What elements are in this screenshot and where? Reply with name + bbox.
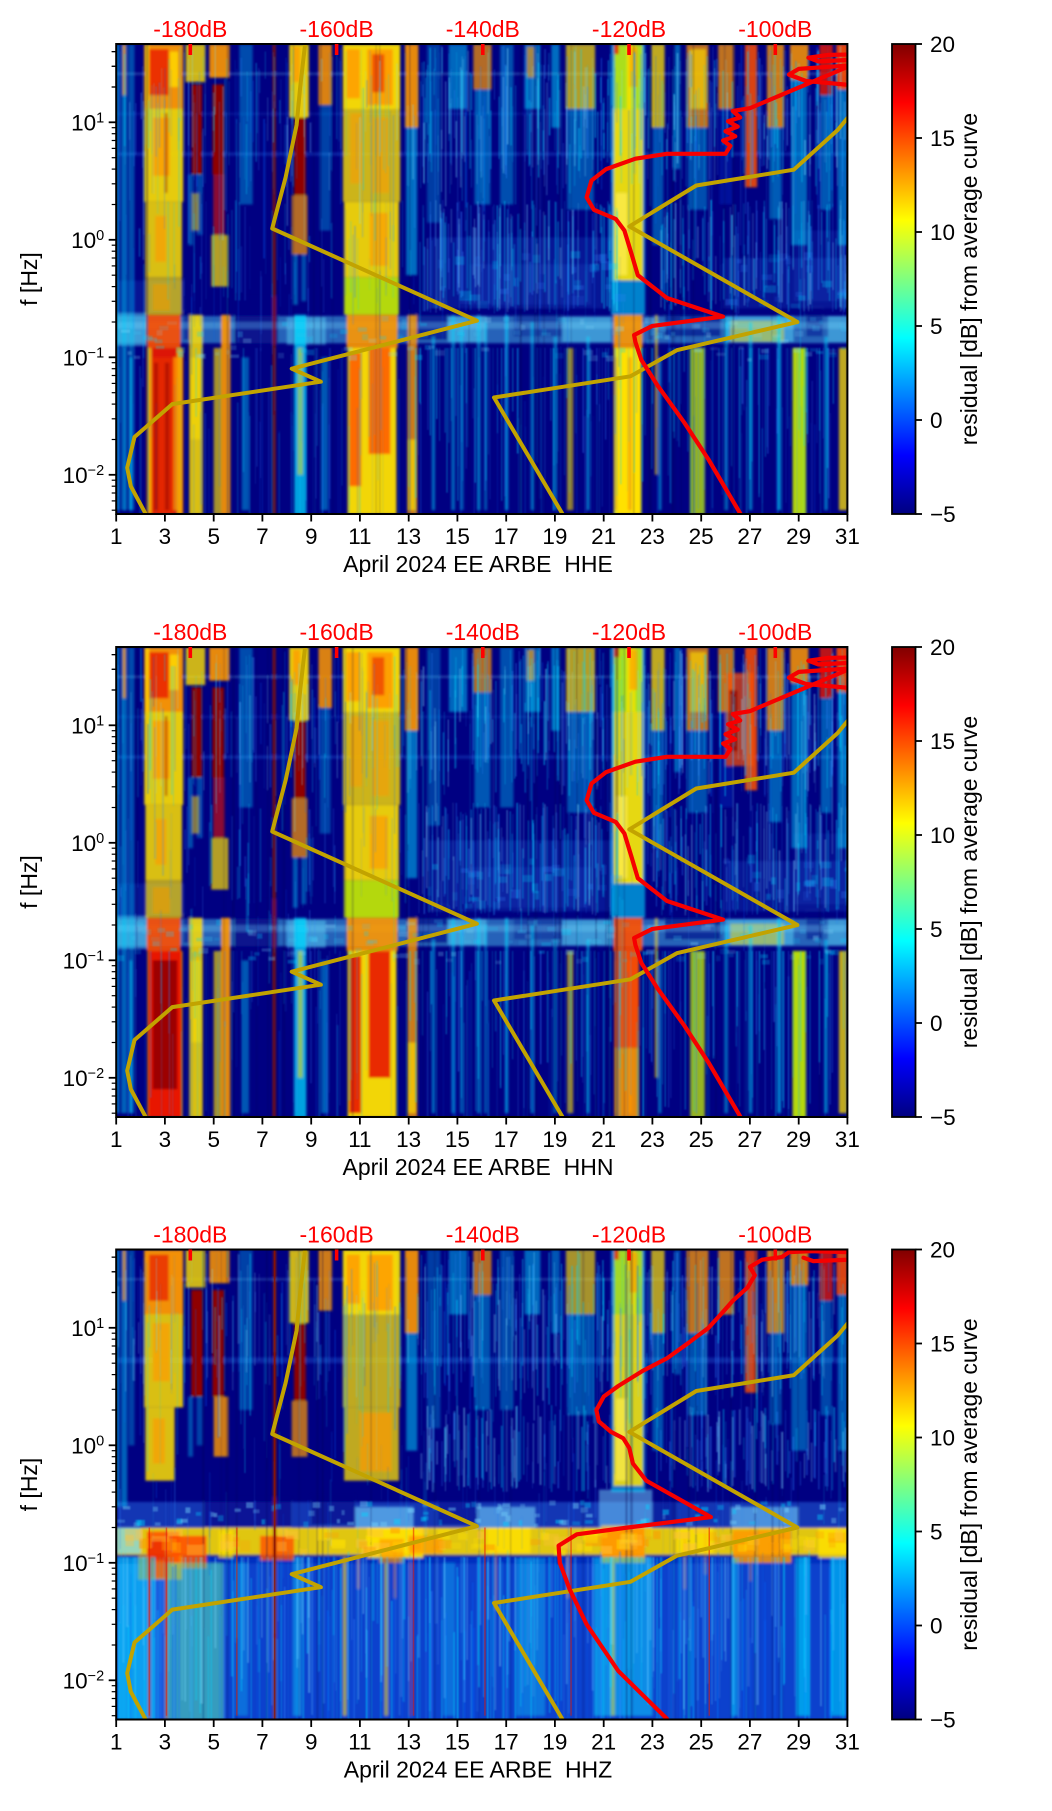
svg-text:-180dB: -180dB: [153, 619, 227, 645]
svg-text:10: 10: [930, 220, 955, 245]
svg-text:15: 15: [445, 524, 470, 549]
svg-text:10: 10: [930, 1426, 955, 1451]
svg-text:13: 13: [396, 1730, 421, 1755]
svg-text:20: 20: [930, 32, 955, 57]
svg-text:April 2024 EE ARBE HHN: April 2024 EE ARBE HHN: [342, 1154, 613, 1180]
svg-text:20: 20: [930, 1238, 955, 1263]
svg-text:11: 11: [348, 1730, 371, 1755]
svg-text:15: 15: [930, 1332, 955, 1357]
svg-text:9: 9: [305, 1730, 318, 1755]
svg-text:23: 23: [640, 1127, 665, 1152]
svg-text:7: 7: [256, 1127, 269, 1152]
svg-text:31: 31: [835, 524, 860, 549]
svg-text:19: 19: [542, 1730, 567, 1755]
svg-text:-140dB: -140dB: [446, 16, 520, 42]
svg-text:10−1: 10−1: [63, 948, 105, 973]
svg-text:1: 1: [110, 1730, 123, 1755]
svg-text:29: 29: [786, 1730, 811, 1755]
svg-text:-160dB: -160dB: [300, 619, 374, 645]
svg-text:-140dB: -140dB: [446, 619, 520, 645]
svg-text:11: 11: [348, 524, 371, 549]
svg-text:-100dB: -100dB: [738, 16, 812, 42]
svg-text:15: 15: [930, 126, 955, 151]
svg-text:5: 5: [207, 1127, 220, 1152]
svg-text:residual [dB] from average cur: residual [dB] from average curve: [956, 716, 982, 1048]
svg-text:f [Hz]: f [Hz]: [16, 1458, 42, 1512]
svg-text:25: 25: [689, 1127, 714, 1152]
svg-text:31: 31: [835, 1730, 860, 1755]
svg-text:-100dB: -100dB: [738, 1222, 812, 1248]
svg-text:15: 15: [445, 1127, 470, 1152]
svg-text:17: 17: [494, 1127, 519, 1152]
svg-text:9: 9: [305, 524, 318, 549]
svg-text:31: 31: [835, 1127, 860, 1152]
svg-text:10: 10: [930, 823, 955, 848]
svg-text:7: 7: [256, 524, 269, 549]
svg-text:1: 1: [110, 524, 123, 549]
svg-text:5: 5: [930, 314, 943, 339]
svg-text:15: 15: [930, 729, 955, 754]
svg-text:3: 3: [159, 1127, 172, 1152]
svg-text:27: 27: [737, 1127, 762, 1152]
svg-text:−5: −5: [930, 1708, 956, 1733]
svg-text:-160dB: -160dB: [300, 16, 374, 42]
svg-text:-180dB: -180dB: [153, 1222, 227, 1248]
svg-text:25: 25: [689, 524, 714, 549]
svg-text:-120dB: -120dB: [592, 1222, 666, 1248]
svg-text:9: 9: [305, 1127, 318, 1152]
svg-text:5: 5: [207, 1730, 220, 1755]
svg-text:−5: −5: [930, 502, 956, 527]
svg-text:−5: −5: [930, 1105, 956, 1130]
svg-text:0: 0: [930, 1614, 943, 1639]
svg-text:13: 13: [396, 524, 421, 549]
svg-text:19: 19: [542, 524, 567, 549]
svg-text:-120dB: -120dB: [592, 619, 666, 645]
svg-text:-100dB: -100dB: [738, 619, 812, 645]
svg-text:23: 23: [640, 1730, 665, 1755]
svg-text:0: 0: [930, 408, 943, 433]
svg-text:-180dB: -180dB: [153, 16, 227, 42]
svg-text:17: 17: [494, 524, 519, 549]
svg-text:25: 25: [689, 1730, 714, 1755]
svg-text:20: 20: [930, 635, 955, 660]
svg-text:f [Hz]: f [Hz]: [16, 855, 42, 909]
svg-text:21: 21: [591, 1730, 616, 1755]
svg-text:15: 15: [445, 1730, 470, 1755]
svg-text:29: 29: [786, 1127, 811, 1152]
svg-text:1: 1: [110, 1127, 123, 1152]
svg-text:13: 13: [396, 1127, 421, 1152]
svg-text:5: 5: [930, 917, 943, 942]
svg-text:21: 21: [591, 524, 616, 549]
svg-text:29: 29: [786, 524, 811, 549]
svg-text:23: 23: [640, 524, 665, 549]
svg-text:April 2024 EE ARBE HHZ: April 2024 EE ARBE HHZ: [344, 1757, 612, 1783]
svg-text:3: 3: [159, 1730, 172, 1755]
svg-text:27: 27: [737, 524, 762, 549]
svg-text:residual [dB] from average cur: residual [dB] from average curve: [956, 113, 982, 445]
svg-text:-120dB: -120dB: [592, 16, 666, 42]
svg-text:5: 5: [930, 1520, 943, 1545]
svg-text:3: 3: [159, 524, 172, 549]
svg-text:17: 17: [494, 1730, 519, 1755]
svg-text:-140dB: -140dB: [446, 1222, 520, 1248]
svg-text:19: 19: [542, 1127, 567, 1152]
svg-text:residual [dB] from average cur: residual [dB] from average curve: [956, 1318, 982, 1650]
svg-text:27: 27: [737, 1730, 762, 1755]
svg-text:0: 0: [930, 1011, 943, 1036]
svg-text:-160dB: -160dB: [300, 1222, 374, 1248]
svg-text:11: 11: [348, 1127, 371, 1152]
svg-text:April 2024 EE ARBE HHE: April 2024 EE ARBE HHE: [343, 551, 613, 577]
svg-text:21: 21: [591, 1127, 616, 1152]
svg-text:7: 7: [256, 1730, 269, 1755]
svg-text:5: 5: [207, 524, 220, 549]
svg-text:f [Hz]: f [Hz]: [16, 252, 42, 306]
